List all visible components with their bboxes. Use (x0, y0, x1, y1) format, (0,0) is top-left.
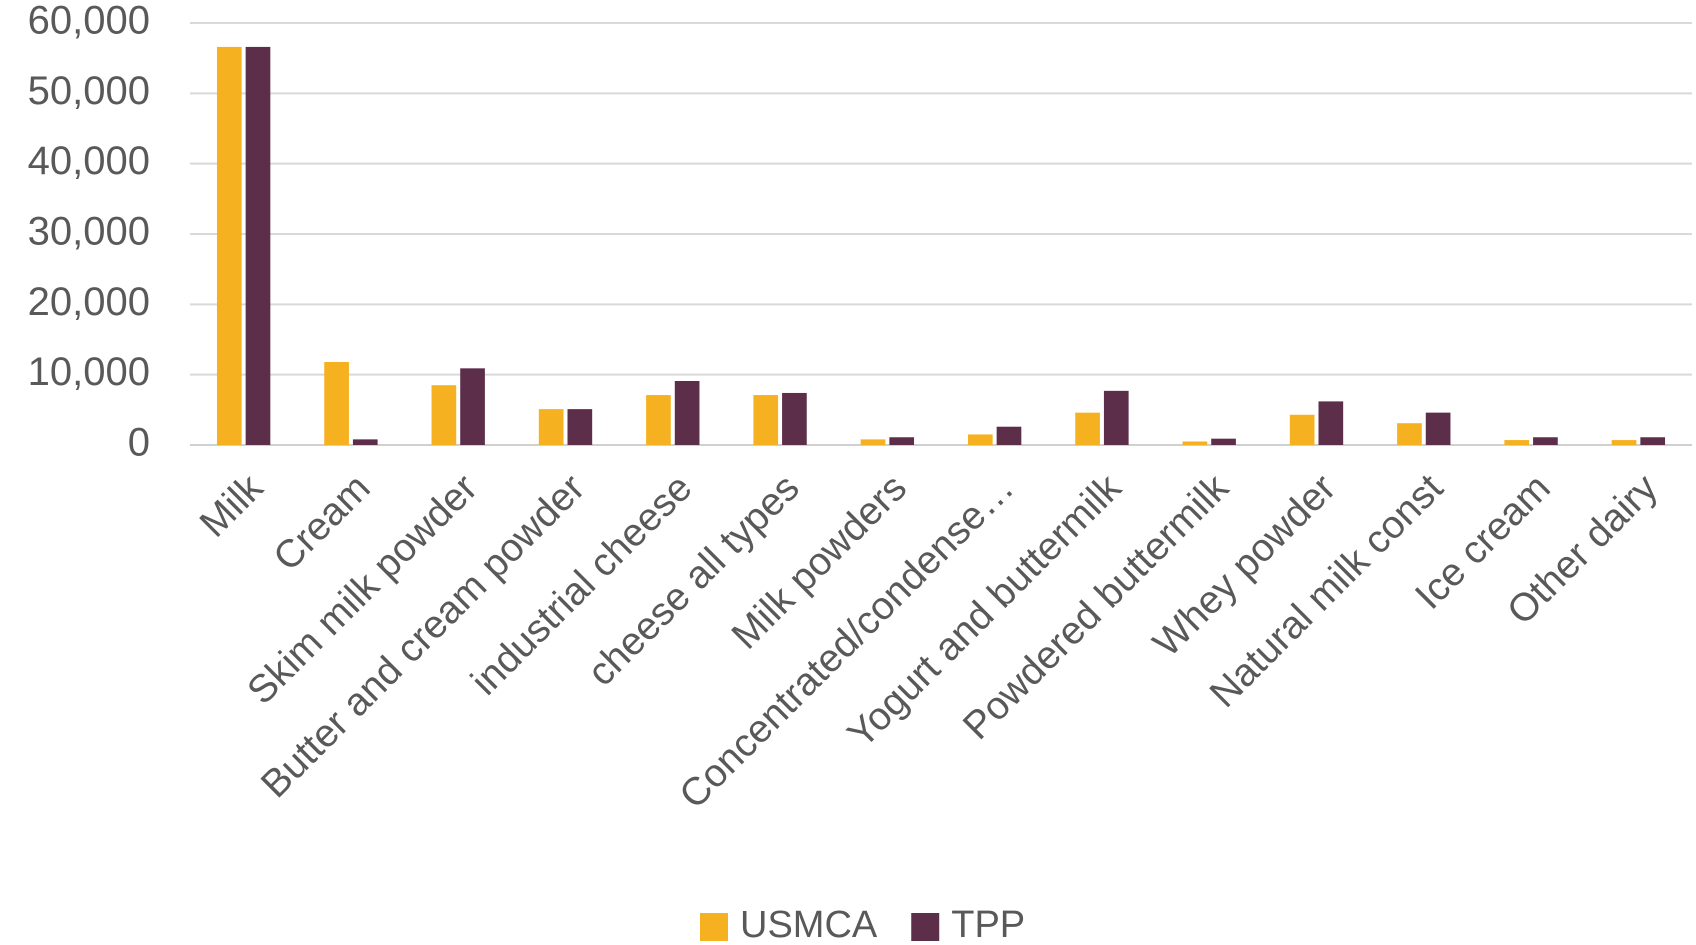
bar (538, 409, 564, 445)
bar (567, 409, 593, 445)
x-tick-label: Milk (192, 466, 272, 546)
bar (1211, 438, 1236, 445)
y-tick-label: 10,000 (28, 350, 150, 394)
y-tick-label: 30,000 (28, 210, 150, 254)
bar (1103, 390, 1129, 445)
bar (1397, 423, 1422, 445)
legend-swatch (911, 913, 940, 941)
bar (1611, 440, 1637, 445)
bar (1318, 401, 1344, 445)
bar (431, 385, 457, 445)
bar (1182, 441, 1208, 445)
bar (860, 439, 886, 445)
bar (646, 395, 671, 445)
y-tick-label: 0 (128, 421, 150, 465)
bar (460, 368, 485, 445)
y-tick-label: 20,000 (28, 280, 150, 324)
bar (1425, 412, 1451, 445)
bar (216, 46, 242, 446)
bar (1504, 440, 1530, 445)
bar (996, 426, 1022, 445)
bar (889, 437, 915, 445)
bar (1533, 437, 1558, 445)
bar (1640, 437, 1666, 445)
bar (967, 434, 993, 445)
bar (1289, 414, 1315, 445)
x-tick-label: Whey powder (1145, 466, 1344, 665)
bar (753, 395, 779, 445)
bar (1075, 412, 1100, 445)
y-tick-label: 60,000 (28, 0, 150, 43)
y-tick-label: 50,000 (28, 69, 150, 113)
bar (324, 362, 349, 445)
bar (352, 439, 378, 445)
y-tick-label: 40,000 (28, 139, 150, 183)
legend-swatch (700, 913, 728, 941)
legend-label: TPP (951, 904, 1025, 945)
legend-label: USMCA (740, 904, 878, 945)
bar (674, 380, 700, 445)
bar (782, 392, 807, 445)
bar (245, 46, 271, 446)
